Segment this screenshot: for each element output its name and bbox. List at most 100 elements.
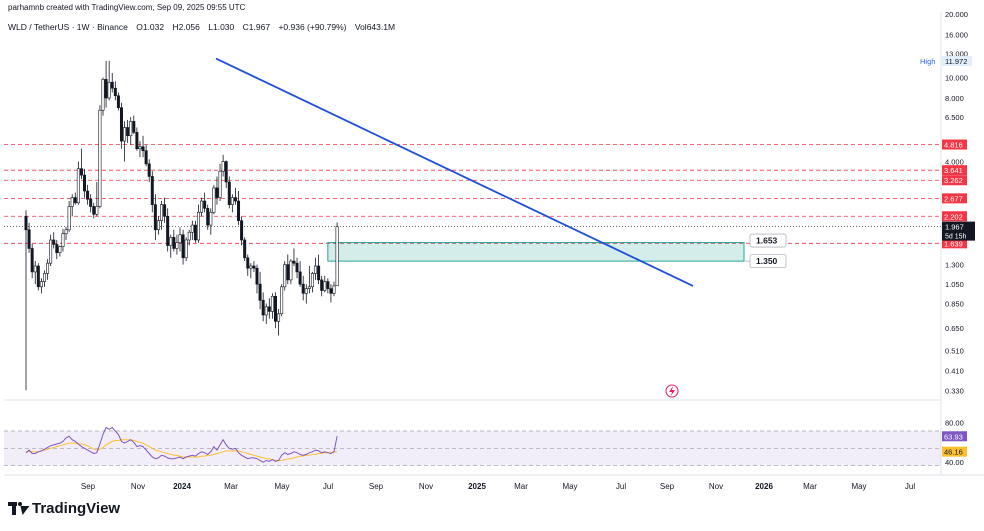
candle-up — [307, 286, 311, 289]
candle-up — [61, 233, 65, 247]
price-tick-label: 0.650 — [945, 324, 964, 333]
candle-up — [280, 286, 284, 315]
candle-down — [252, 265, 256, 269]
candle-down — [24, 215, 28, 231]
level-price-tag — [942, 211, 967, 222]
symbol-info-line: WLD / TetherUS · 1W · Binance O1.032 H2.… — [8, 22, 401, 32]
candle-down — [30, 248, 34, 273]
candle-up — [58, 246, 62, 253]
candle-up — [218, 170, 222, 198]
level-price-tag — [942, 165, 967, 176]
candle-up — [184, 239, 188, 259]
candle-up — [33, 265, 37, 273]
level-price-tag-label: 1.639 — [944, 239, 963, 248]
price-callout-label: 1.653 — [756, 236, 778, 246]
candle-down — [144, 150, 148, 165]
candle-up — [209, 211, 213, 226]
candle-down — [240, 220, 244, 241]
candle-down — [166, 216, 170, 246]
high-label: High — [920, 57, 935, 66]
candle-down — [317, 265, 321, 281]
level-price-tag-label: 2.677 — [944, 194, 963, 203]
candle-down — [135, 132, 139, 150]
candle-up — [156, 220, 160, 231]
level-price-tag-label: 3.262 — [944, 176, 963, 185]
candle-down — [55, 244, 59, 253]
candle-down — [147, 163, 151, 177]
candle-down — [206, 208, 210, 226]
created-by-text: parhamnb created with TradingView.com, S… — [8, 3, 246, 12]
candle-down — [92, 206, 96, 215]
candle-down — [286, 264, 290, 281]
price-tick-label: 1.300 — [945, 261, 964, 270]
candle-down — [292, 260, 296, 264]
candle-down — [237, 200, 241, 221]
candle-up — [123, 127, 127, 142]
candle-up — [270, 295, 274, 312]
candle-down — [295, 262, 299, 273]
candle-down — [89, 198, 93, 207]
rsi-tick-label: 80.00 — [945, 418, 964, 427]
candle-down — [233, 197, 237, 202]
rsi-value-label: 63.93 — [944, 432, 963, 441]
price-tick-label: 0.330 — [945, 386, 964, 395]
candle-up — [138, 146, 142, 150]
high-price-value: 11.972 — [945, 57, 967, 66]
time-tick-label: Jul — [905, 482, 915, 491]
candle-down — [150, 176, 154, 205]
current-price-tag — [942, 221, 975, 241]
candle-down — [126, 127, 130, 137]
candle-up — [221, 161, 225, 172]
candle-down — [273, 295, 277, 322]
candle-up — [46, 262, 50, 274]
candle-down — [172, 237, 176, 249]
candle-up — [196, 211, 200, 241]
candle-down — [203, 200, 207, 209]
candle-up — [42, 273, 46, 282]
candle-down — [267, 306, 271, 312]
time-tick-label: Sep — [660, 482, 675, 491]
candle-up — [323, 281, 327, 291]
candle-up — [230, 197, 234, 205]
candle-down — [132, 121, 136, 133]
candle-up — [64, 229, 68, 235]
candle-down — [329, 288, 333, 294]
candle-down — [298, 271, 302, 285]
price-tick-label: 8.000 — [945, 94, 964, 103]
time-tick-label: Mar — [803, 482, 817, 491]
candle-down — [73, 197, 77, 204]
level-price-tag — [942, 193, 967, 204]
candle-down — [163, 204, 167, 217]
candle-up — [49, 239, 53, 264]
time-tick-label: May — [274, 482, 289, 491]
candle-up — [304, 288, 308, 294]
candle-up — [39, 281, 43, 288]
candle-up — [76, 168, 80, 204]
candle-up — [178, 234, 182, 244]
candle-up — [249, 265, 253, 269]
candle-up — [160, 204, 164, 221]
candle-up — [264, 306, 268, 316]
price-callout-box — [749, 233, 787, 248]
candle-down — [52, 239, 56, 245]
descending-trendline — [215, 57, 694, 287]
candle-up — [95, 206, 99, 215]
price-tick-label: 0.410 — [945, 366, 964, 375]
candle-down — [27, 229, 31, 249]
price-tick-label: 0.850 — [945, 300, 964, 309]
ohlc-change: +0.936 (+90.79%) — [278, 22, 347, 32]
candle-up — [190, 224, 194, 233]
candle-up — [101, 79, 105, 111]
rsi-ma-tag — [942, 446, 967, 457]
candle-down — [86, 190, 90, 200]
level-price-tag — [942, 139, 967, 150]
candle-down — [113, 87, 117, 97]
price-tick-label: 20.000 — [945, 10, 968, 19]
candle-down — [116, 95, 120, 108]
candle-down — [326, 281, 330, 289]
time-tick-label: Jul — [616, 482, 626, 491]
high-price-tag — [942, 56, 972, 67]
candle-up — [335, 226, 339, 287]
time-tick-label: Nov — [131, 482, 145, 491]
